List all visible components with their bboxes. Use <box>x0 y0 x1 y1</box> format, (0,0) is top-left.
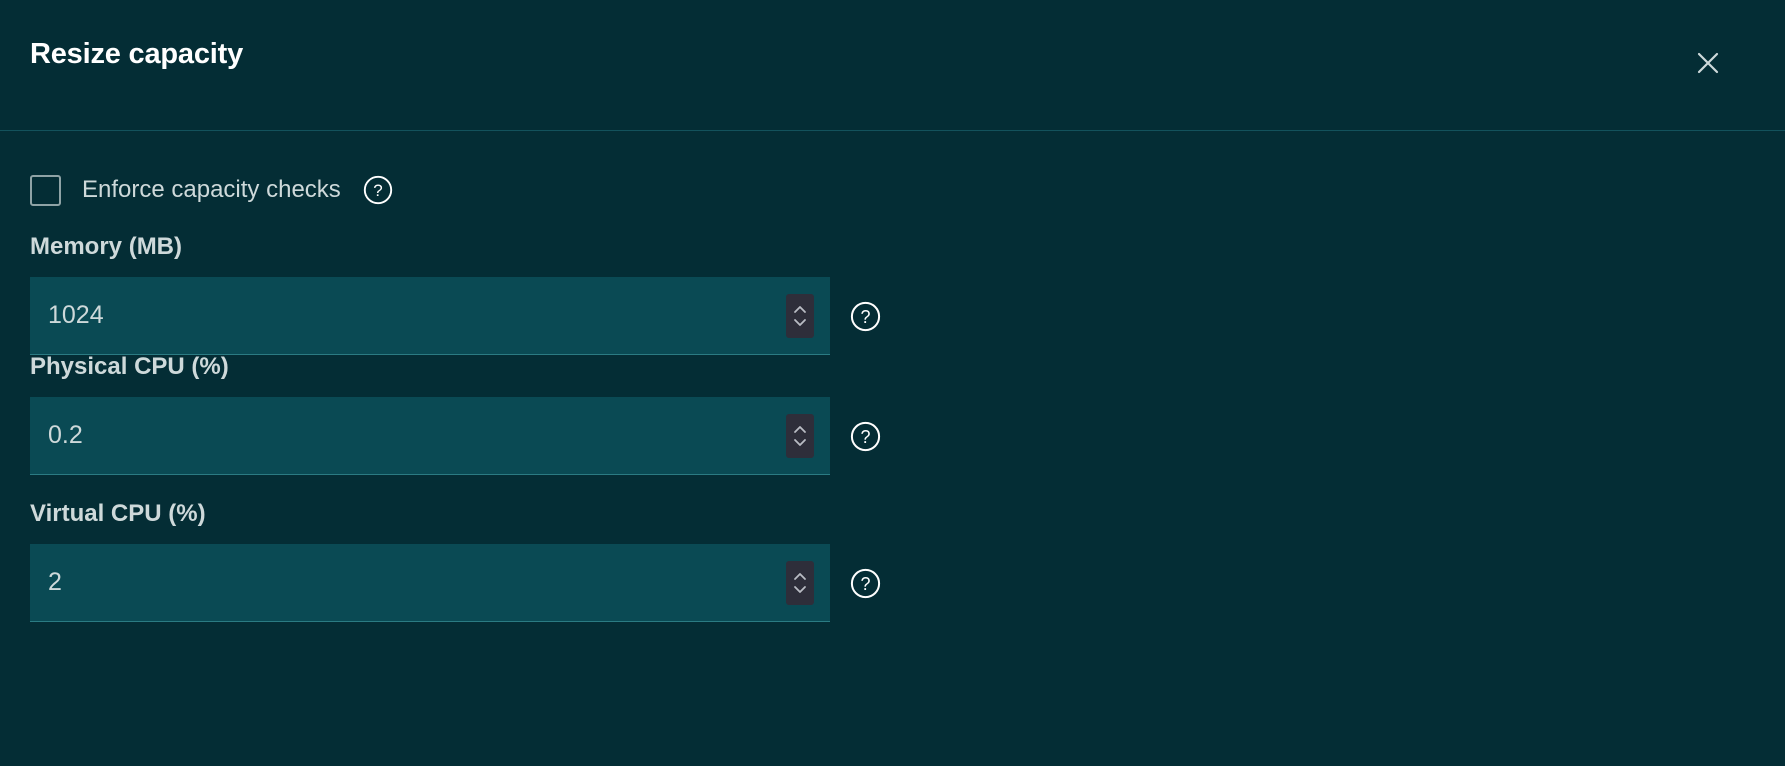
enforce-capacity-checks-label: Enforce capacity checks <box>82 176 341 203</box>
physical-cpu-input-wrap[interactable] <box>30 397 830 475</box>
virtual-cpu-input-wrap[interactable] <box>30 544 830 622</box>
physical-cpu-help-icon[interactable]: ? <box>850 421 881 452</box>
stepper-up-icon[interactable] <box>793 305 807 314</box>
virtual-cpu-input[interactable] <box>30 568 786 597</box>
capacity-fields: Memory (MB) <box>30 235 1755 622</box>
virtual-cpu-help-icon[interactable]: ? <box>850 568 881 599</box>
field-physical-cpu: Physical CPU (%) <box>30 355 881 475</box>
virtual-cpu-stepper[interactable] <box>786 560 814 605</box>
field-virtual-cpu-control: ? <box>30 544 881 622</box>
memory-input[interactable] <box>30 301 786 330</box>
memory-stepper[interactable] <box>786 293 814 338</box>
enforce-capacity-checks-row: Enforce capacity checks ? <box>30 170 1755 210</box>
field-physical-cpu-label: Physical CPU (%) <box>30 353 229 380</box>
physical-cpu-stepper[interactable] <box>786 413 814 458</box>
stepper-down-icon[interactable] <box>793 585 807 594</box>
field-physical-cpu-control: ? <box>30 397 881 475</box>
stepper-down-icon[interactable] <box>793 318 807 327</box>
field-memory: Memory (MB) <box>30 235 881 355</box>
page-title: Resize capacity <box>30 38 244 70</box>
enforce-capacity-checks-help-icon[interactable]: ? <box>363 175 393 205</box>
svg-text:?: ? <box>860 307 870 327</box>
close-button[interactable] <box>1687 42 1729 84</box>
memory-input-wrap[interactable] <box>30 277 830 355</box>
svg-text:?: ? <box>860 427 870 447</box>
stepper-up-icon[interactable] <box>793 572 807 581</box>
field-virtual-cpu: Virtual CPU (%) <box>30 502 881 622</box>
dialog-header: Resize capacity <box>0 0 1785 131</box>
field-memory-label: Memory (MB) <box>30 233 183 260</box>
field-virtual-cpu-label: Virtual CPU (%) <box>30 500 206 527</box>
stepper-down-icon[interactable] <box>793 438 807 447</box>
enforce-capacity-checks-checkbox[interactable] <box>30 174 61 206</box>
svg-text:?: ? <box>860 574 870 594</box>
memory-help-icon[interactable]: ? <box>850 301 881 332</box>
close-icon <box>1695 50 1721 76</box>
physical-cpu-input[interactable] <box>30 421 786 450</box>
svg-text:?: ? <box>373 181 382 200</box>
field-memory-control: ? <box>30 277 881 355</box>
dialog-body: Enforce capacity checks ? Memory (MB) <box>0 170 1785 622</box>
stepper-up-icon[interactable] <box>793 425 807 434</box>
